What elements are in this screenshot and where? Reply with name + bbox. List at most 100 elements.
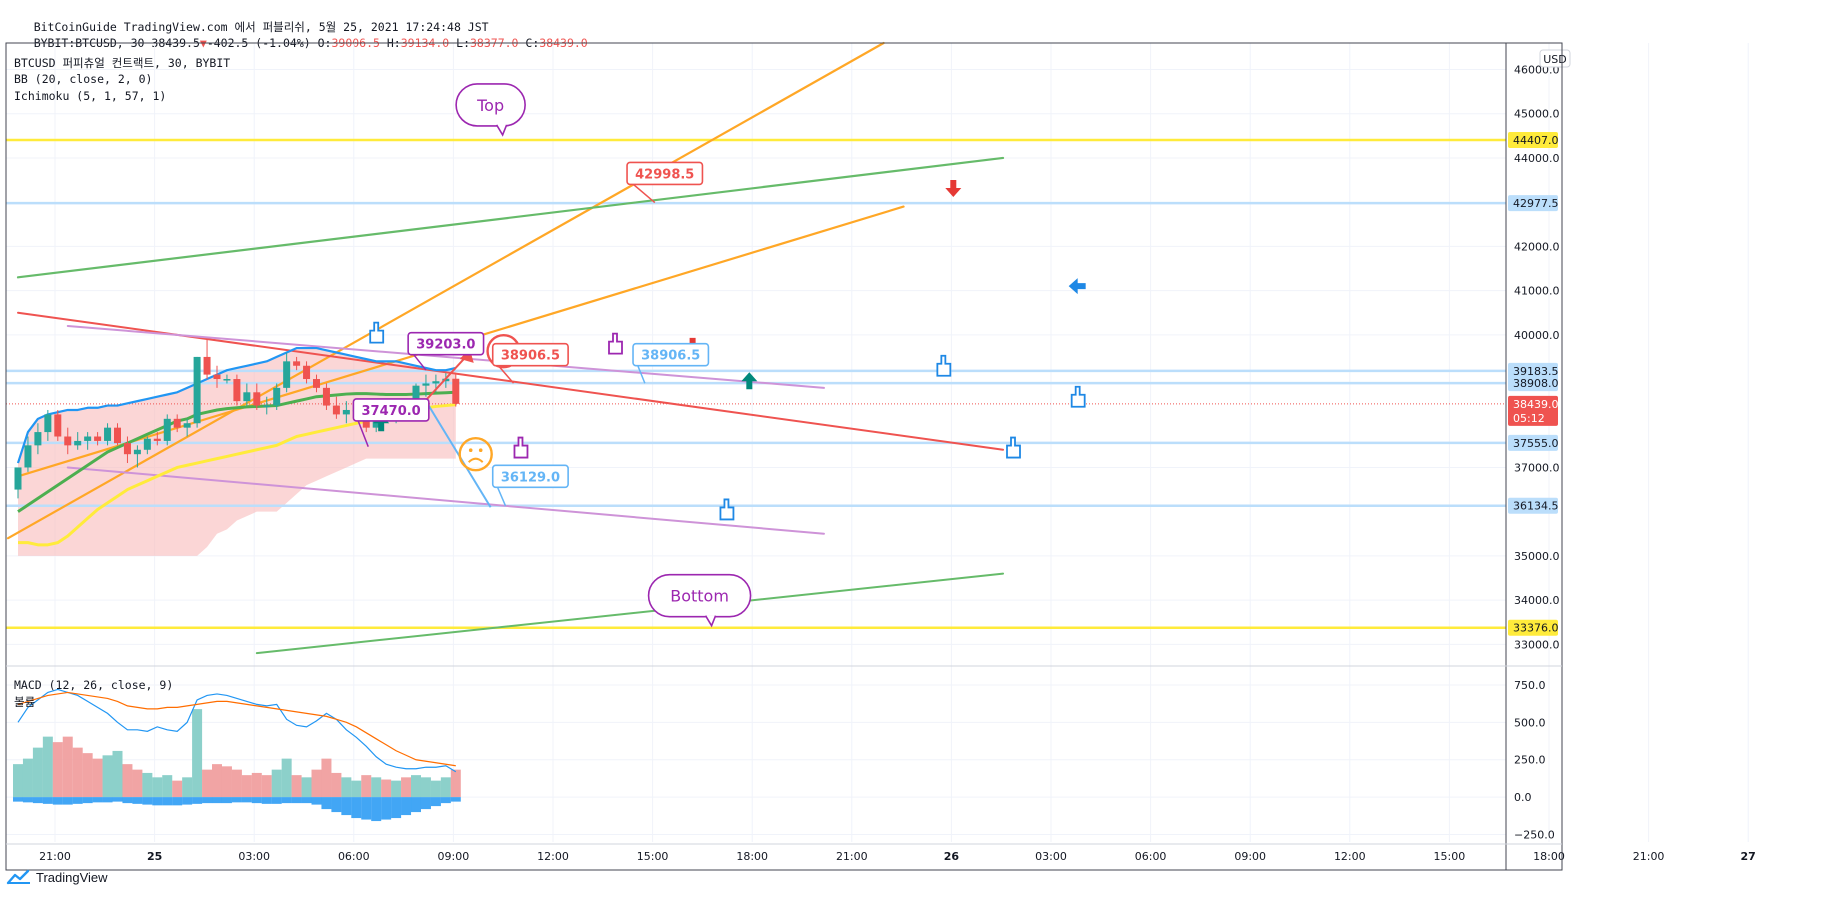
candle-body[interactable] bbox=[24, 445, 32, 468]
candle-body[interactable] bbox=[64, 436, 72, 446]
countdown-label: 05:12 bbox=[1513, 412, 1545, 425]
macd-histogram-bar bbox=[82, 797, 93, 804]
price-level-label: 36134.5 bbox=[1513, 500, 1559, 513]
time-tick-label: 25 bbox=[147, 850, 162, 863]
macd-histogram-bar bbox=[231, 797, 242, 803]
macd-histogram-bar bbox=[162, 797, 173, 806]
trend-line[interactable] bbox=[6, 41, 885, 540]
tradingview-brand[interactable]: TradingView bbox=[6, 869, 108, 885]
candle-body[interactable] bbox=[133, 449, 141, 455]
candle-body[interactable] bbox=[283, 361, 291, 388]
trend-line[interactable] bbox=[66, 466, 825, 535]
candle-body[interactable] bbox=[293, 361, 301, 366]
hand-pointer-icon bbox=[719, 498, 735, 521]
macd-tick-label: 750.0 bbox=[1514, 679, 1546, 692]
legend-macd: MACD (12, 26, close, 9) bbox=[14, 678, 174, 692]
speech-bubble-tail bbox=[704, 615, 717, 628]
volume-bar bbox=[321, 758, 332, 798]
volume-bar bbox=[162, 775, 173, 798]
candle-body[interactable] bbox=[233, 379, 241, 402]
volume-bar bbox=[311, 769, 322, 798]
cloud-area bbox=[18, 348, 456, 556]
arrow-path[interactable] bbox=[425, 400, 492, 508]
candle-body[interactable] bbox=[253, 392, 261, 406]
volume-bar bbox=[152, 777, 163, 798]
candle-body[interactable] bbox=[74, 440, 82, 446]
candle-body[interactable] bbox=[452, 378, 460, 404]
candle-body[interactable] bbox=[342, 409, 350, 415]
candle-body[interactable] bbox=[322, 387, 330, 406]
price-level-tag[interactable] bbox=[1508, 362, 1558, 379]
volume-bar bbox=[221, 766, 232, 798]
price-level-tag[interactable] bbox=[1508, 434, 1558, 451]
price-level-label: 39183.5 bbox=[1513, 365, 1559, 378]
candle-body[interactable] bbox=[193, 356, 201, 424]
candle-body[interactable] bbox=[44, 414, 52, 433]
candle-body[interactable] bbox=[114, 427, 121, 444]
price-level-tag[interactable] bbox=[1508, 497, 1558, 514]
candle-body[interactable] bbox=[143, 438, 151, 450]
price-level-tag[interactable] bbox=[1508, 375, 1558, 392]
time-tick-label: 21:00 bbox=[1633, 850, 1665, 863]
candle-body[interactable] bbox=[223, 379, 231, 381]
callout-box[interactable] bbox=[407, 331, 485, 356]
macd-histogram-bar bbox=[411, 797, 421, 813]
callout-box[interactable] bbox=[491, 464, 569, 489]
macd-histogram-bar bbox=[401, 797, 412, 816]
candle-body[interactable] bbox=[243, 392, 251, 402]
candle-body[interactable] bbox=[153, 438, 161, 441]
hand-pointer-icon bbox=[936, 354, 952, 377]
arrow-path[interactable] bbox=[420, 356, 467, 407]
price-level-tag[interactable] bbox=[1508, 131, 1558, 148]
speech-bubble[interactable] bbox=[647, 573, 752, 618]
price-level-label: 44407.0 bbox=[1513, 134, 1559, 147]
callout-label: 38906.5 bbox=[641, 349, 700, 364]
candle-body[interactable] bbox=[273, 387, 281, 406]
macd-line bbox=[17, 688, 457, 773]
candle-body[interactable] bbox=[84, 436, 92, 441]
arrow-up-icon bbox=[741, 372, 758, 390]
attribution-line: BitCoinGuide TradingView.com 에서 퍼블리쉬, 5월… bbox=[6, 5, 489, 49]
speech-bubble[interactable] bbox=[455, 83, 526, 127]
trend-line[interactable] bbox=[16, 156, 1005, 279]
callout-box[interactable] bbox=[632, 342, 710, 367]
candle-body[interactable] bbox=[422, 383, 430, 386]
macd-histogram-bar bbox=[381, 797, 392, 820]
candle-body[interactable] bbox=[94, 436, 102, 441]
candle-body[interactable] bbox=[104, 427, 112, 441]
macd-histogram-bar bbox=[32, 797, 43, 804]
trend-line[interactable] bbox=[66, 324, 825, 389]
candle-body[interactable] bbox=[123, 443, 131, 455]
volume-bar bbox=[391, 780, 402, 798]
legend-volume: 볼륨 bbox=[14, 695, 36, 709]
candle-body[interactable] bbox=[183, 423, 191, 428]
candle-body[interactable] bbox=[163, 418, 171, 441]
callout-label: 38906.5 bbox=[501, 349, 560, 364]
callout-box[interactable] bbox=[352, 398, 430, 422]
candle-body[interactable] bbox=[263, 405, 271, 408]
candle-body[interactable] bbox=[173, 418, 181, 428]
price-level-tag[interactable] bbox=[1508, 619, 1558, 636]
trend-line[interactable] bbox=[255, 572, 1005, 655]
volume-bar bbox=[351, 780, 362, 798]
candle-body[interactable] bbox=[14, 467, 22, 490]
price-level-tag[interactable] bbox=[1508, 195, 1558, 212]
volume-bar bbox=[13, 764, 23, 798]
callout-box[interactable] bbox=[626, 161, 704, 186]
callout-box[interactable] bbox=[491, 342, 569, 367]
volume-bar bbox=[22, 758, 33, 798]
macd-tick-label: 500.0 bbox=[1514, 716, 1546, 729]
candle-body[interactable] bbox=[303, 365, 311, 380]
candle-body[interactable] bbox=[213, 374, 221, 380]
candle-body[interactable] bbox=[313, 379, 320, 388]
price-level-tag[interactable] bbox=[1508, 395, 1558, 426]
candle-body[interactable] bbox=[54, 414, 62, 437]
candle-body[interactable] bbox=[432, 381, 440, 384]
candle-body[interactable] bbox=[34, 432, 42, 446]
candle-body[interactable] bbox=[412, 385, 420, 406]
candle-body[interactable] bbox=[332, 405, 340, 415]
candle-body[interactable] bbox=[203, 356, 211, 375]
speech-bubbles: Top Bottom bbox=[455, 83, 752, 628]
macd-histogram-bar bbox=[42, 797, 53, 804]
